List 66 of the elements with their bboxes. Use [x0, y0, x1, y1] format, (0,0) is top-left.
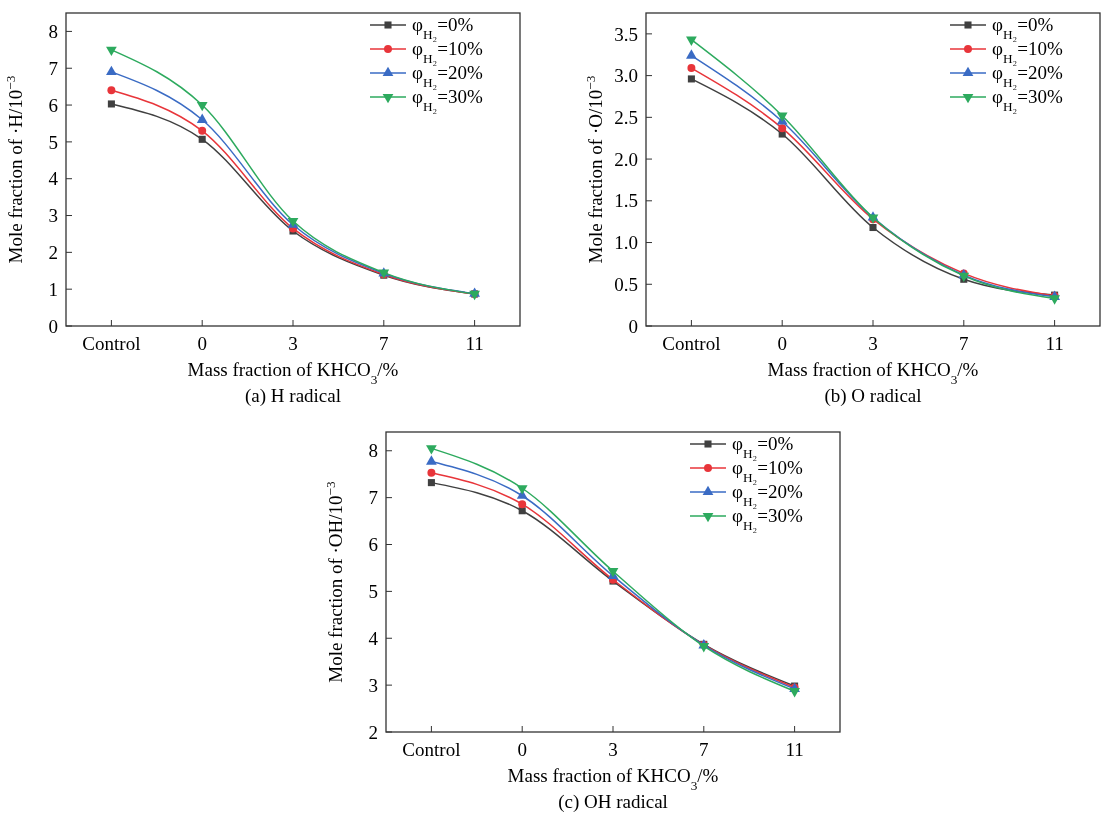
y-tick-label: 7	[368, 487, 378, 509]
y-tick-label: 4	[48, 168, 59, 190]
y-tick-label: 3.0	[614, 65, 638, 87]
y-tick-label: 0.5	[614, 273, 638, 295]
x-tick-label: 0	[777, 333, 787, 354]
y-tick-label: 8	[48, 21, 58, 43]
point	[196, 113, 208, 123]
y-tick-label: 2	[368, 721, 378, 743]
point	[687, 64, 696, 73]
x-tick-label: 0	[517, 739, 527, 760]
point	[789, 688, 800, 698]
point	[686, 49, 697, 59]
point	[106, 65, 117, 76]
point	[687, 75, 695, 83]
point	[107, 86, 116, 95]
y-tick-label: 2	[48, 242, 58, 263]
y-tick-label: 3	[48, 205, 58, 227]
point	[518, 500, 527, 509]
point	[1049, 295, 1060, 305]
point	[698, 643, 710, 653]
x-tick-label: Control	[82, 333, 141, 354]
point	[426, 445, 437, 455]
x-axis-title: Mass fraction of KHCO$_{3}$/%	[187, 359, 399, 387]
y-tick-label: 4	[368, 627, 379, 649]
x-tick-label: 11	[785, 739, 804, 760]
point	[686, 36, 697, 46]
point	[107, 100, 115, 108]
point	[198, 126, 207, 135]
y-tick-label: 1	[48, 278, 58, 300]
x-axis-title: Mass fraction of KHCO$_{3}$/%	[767, 359, 979, 387]
y-tick-label: 2.0	[614, 148, 638, 170]
point	[427, 468, 436, 477]
y-tick-label: 3.5	[614, 23, 638, 45]
y-tick-label: 5	[368, 581, 378, 603]
y-tick-label: 0	[48, 315, 58, 337]
point	[869, 223, 877, 232]
y-tick-label: 8	[368, 440, 378, 462]
x-tick-label: 11	[465, 333, 484, 354]
x-tick-label: 0	[197, 333, 207, 354]
point	[516, 485, 528, 495]
x-tick-label: 11	[1045, 333, 1064, 354]
y-tick-label: 3	[368, 674, 378, 696]
y-tick-label: 7	[48, 57, 58, 79]
x-tick-label: Control	[662, 333, 721, 354]
y-tick-label: 1.0	[614, 232, 638, 254]
point	[426, 455, 437, 465]
x-tick-label: Control	[402, 739, 461, 760]
y-tick-label: 2.5	[614, 106, 638, 128]
x-axis-title: Mass fraction of KHCO$_{3}$/%	[507, 765, 719, 793]
point	[778, 124, 787, 133]
point	[106, 46, 117, 57]
y-tick-label: 1.5	[614, 190, 638, 212]
point	[427, 479, 435, 487]
x-tick-label: 3	[868, 333, 878, 354]
x-tick-label: 3	[288, 333, 298, 354]
point	[196, 101, 208, 112]
y-tick-label: 5	[48, 131, 58, 153]
y-tick-label: 0	[628, 315, 638, 337]
point	[198, 135, 206, 143]
text: (b) O radical	[824, 385, 922, 407]
x-tick-label: 7	[959, 333, 969, 354]
x-tick-label: 7	[699, 739, 709, 760]
y-tick-label: 6	[48, 94, 58, 116]
text: (a) H radical	[245, 385, 341, 407]
y-tick-label: 6	[368, 534, 378, 556]
text: (c) OH radical	[558, 791, 668, 813]
